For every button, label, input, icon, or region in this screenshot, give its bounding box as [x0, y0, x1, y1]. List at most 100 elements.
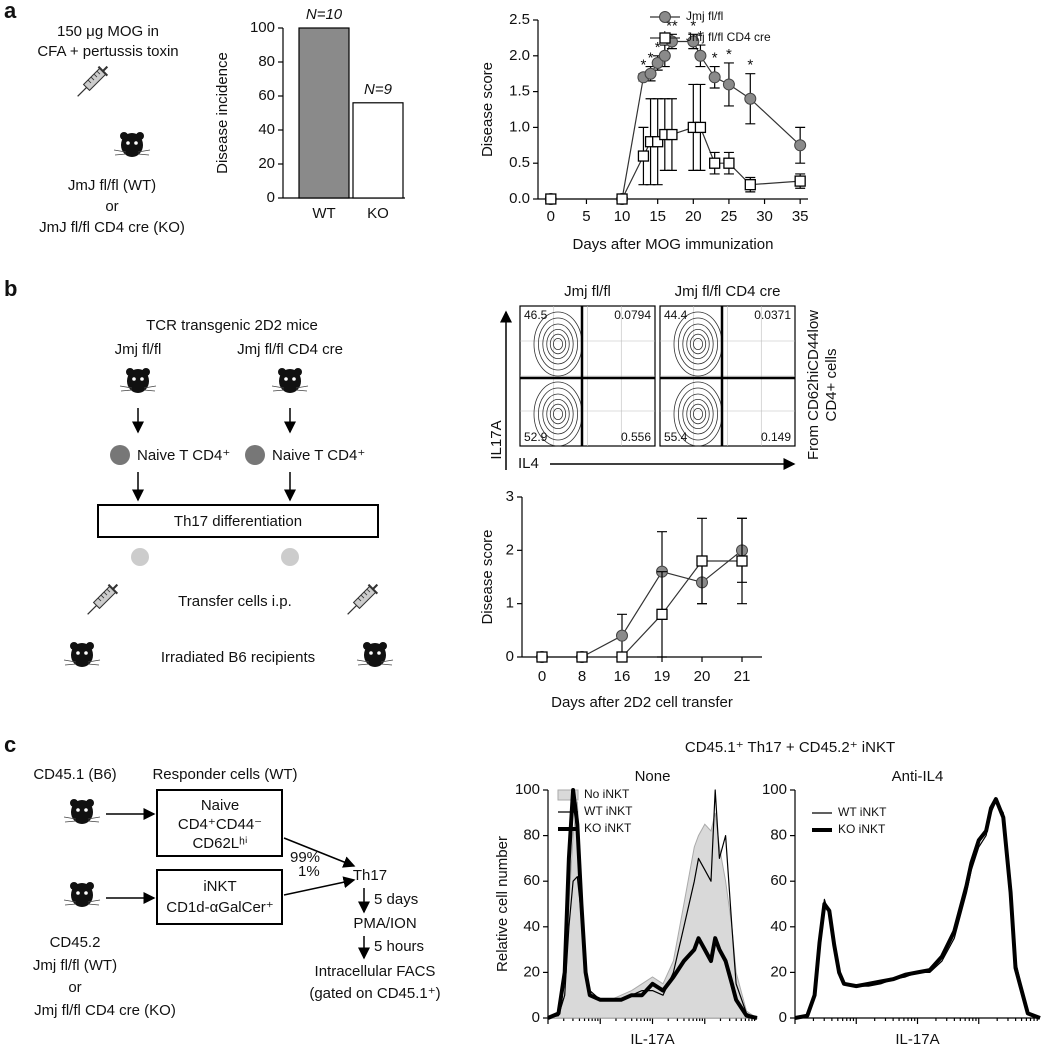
legend-label: KO iNKT — [584, 821, 632, 835]
point — [658, 49, 671, 62]
cell-text: CD1d-αGalCer⁺ — [166, 899, 273, 916]
cell-text: iNKT — [203, 878, 236, 895]
flow-title: Jmj fl/fl CD4 cre — [675, 283, 781, 300]
point — [545, 193, 557, 205]
x-axis-label: Days after MOG immunization — [573, 236, 774, 253]
point — [652, 136, 664, 148]
line — [547, 788, 758, 1020]
significance: * — [690, 17, 696, 34]
cell-label: Naive T CD4⁺ — [137, 447, 230, 464]
quadrant-value: 52.9 — [524, 430, 548, 444]
recipients: Irradiated B6 recipients — [161, 649, 315, 666]
flow-contour — [678, 387, 719, 441]
point — [696, 555, 708, 567]
y-tick-label: 60 — [258, 87, 275, 104]
legend-swatch — [557, 789, 579, 801]
x-tick-label: KO — [367, 205, 389, 222]
point — [694, 121, 707, 134]
y-tick-label: 60 — [523, 872, 540, 889]
percent: 1% — [298, 863, 320, 880]
y-axis-label: Disease score — [479, 62, 496, 157]
group: or — [105, 198, 118, 215]
significance: * — [712, 50, 718, 67]
y-tick-label: 3 — [506, 488, 514, 505]
y-tick-label: 2.5 — [509, 11, 530, 28]
quadrant-value: 0.556 — [621, 430, 651, 444]
step: Th17 differentiation — [174, 513, 302, 530]
x-tick-label: 16 — [614, 668, 631, 685]
donor: or — [68, 979, 81, 996]
flow-contour — [542, 393, 574, 435]
significance: * — [641, 57, 647, 74]
flow-y-label: IL17A — [488, 420, 505, 459]
x-tick-label: 35 — [792, 208, 809, 225]
cell-text: CD62Lʰⁱ — [192, 835, 247, 852]
mouse-icon — [113, 131, 151, 158]
y-tick-label: 20 — [770, 963, 787, 980]
quadrant-value: 44.4 — [664, 308, 688, 322]
bar-annotation: N=10 — [306, 6, 343, 23]
significance: * — [655, 39, 661, 56]
flow-side-label: From CD62hiCD44low — [805, 310, 822, 460]
point — [794, 139, 807, 152]
significance: ** — [666, 17, 678, 34]
quadrant-value: 46.5 — [524, 308, 548, 322]
cell-icon — [281, 548, 299, 566]
point — [644, 67, 657, 80]
strain: Jmj fl/fl CD4 cre — [237, 341, 343, 358]
chart-title: None — [635, 768, 671, 785]
y-tick-label: 2.0 — [509, 47, 530, 64]
bar — [298, 27, 350, 199]
x-tick-label: 15 — [649, 208, 666, 225]
y-tick-label: 20 — [258, 155, 275, 172]
treatment: CFA + pertussis toxin — [37, 43, 178, 60]
donor: Jmj fl/fl CD4 cre (KO) — [34, 1002, 176, 1019]
group: JmJ fl/fl CD4 cre (KO) — [39, 219, 185, 236]
flow-x-label: IL4 — [518, 455, 539, 472]
point — [616, 651, 628, 663]
mouse-icon — [271, 367, 309, 394]
arrow — [283, 837, 356, 868]
point — [709, 157, 721, 169]
quadrant-value: 0.0371 — [754, 308, 791, 322]
quadrant-value: 0.149 — [761, 430, 791, 444]
x-axis-label: Days after 2D2 cell transfer — [551, 694, 733, 711]
y-tick-label: 80 — [258, 53, 275, 70]
legend-label: WT iNKT — [838, 805, 887, 819]
point — [794, 175, 806, 187]
significance: * — [648, 50, 654, 67]
point — [687, 35, 700, 48]
y-tick-label: 20 — [523, 963, 540, 980]
point — [708, 71, 721, 84]
cell-label: Naive T CD4⁺ — [272, 447, 365, 464]
flow-contour — [689, 333, 707, 355]
y-tick-label: 40 — [258, 121, 275, 138]
protocol: (gated on CD45.1⁺) — [309, 985, 440, 1002]
box-title: Responder cells (WT) — [152, 766, 297, 783]
cell-icon — [245, 445, 265, 465]
panel-label: b — [4, 276, 17, 301]
cell-icon — [131, 548, 149, 566]
x-tick-label: 10 — [614, 208, 631, 225]
cell-text: CD4⁺CD44⁻ — [178, 816, 262, 833]
histogram-title: CD45.1⁺ Th17 + CD45.2⁺ iNKT — [685, 739, 895, 756]
y-tick-label: 100 — [515, 781, 540, 798]
x-tick-label: 0 — [547, 208, 555, 225]
point — [637, 150, 650, 162]
quadrant-value: 0.0794 — [614, 308, 651, 322]
bar — [352, 102, 404, 199]
chart-title: Anti-IL4 — [892, 768, 944, 785]
protocol: Th17 — [353, 867, 387, 884]
flow-contour — [678, 317, 719, 371]
significance: * — [747, 57, 753, 74]
flow-contour — [546, 328, 570, 359]
x-tick-label: 8 — [578, 668, 586, 685]
y-axis-label: Disease incidence — [214, 52, 231, 174]
point — [651, 56, 664, 69]
point — [656, 608, 668, 620]
protocol: 5 hours — [374, 938, 424, 955]
legend-marker — [659, 32, 671, 44]
y-tick-label: 1.5 — [509, 83, 530, 100]
x-tick-label: WT — [312, 205, 335, 222]
treatment: 150 μg MOG in — [57, 23, 159, 40]
